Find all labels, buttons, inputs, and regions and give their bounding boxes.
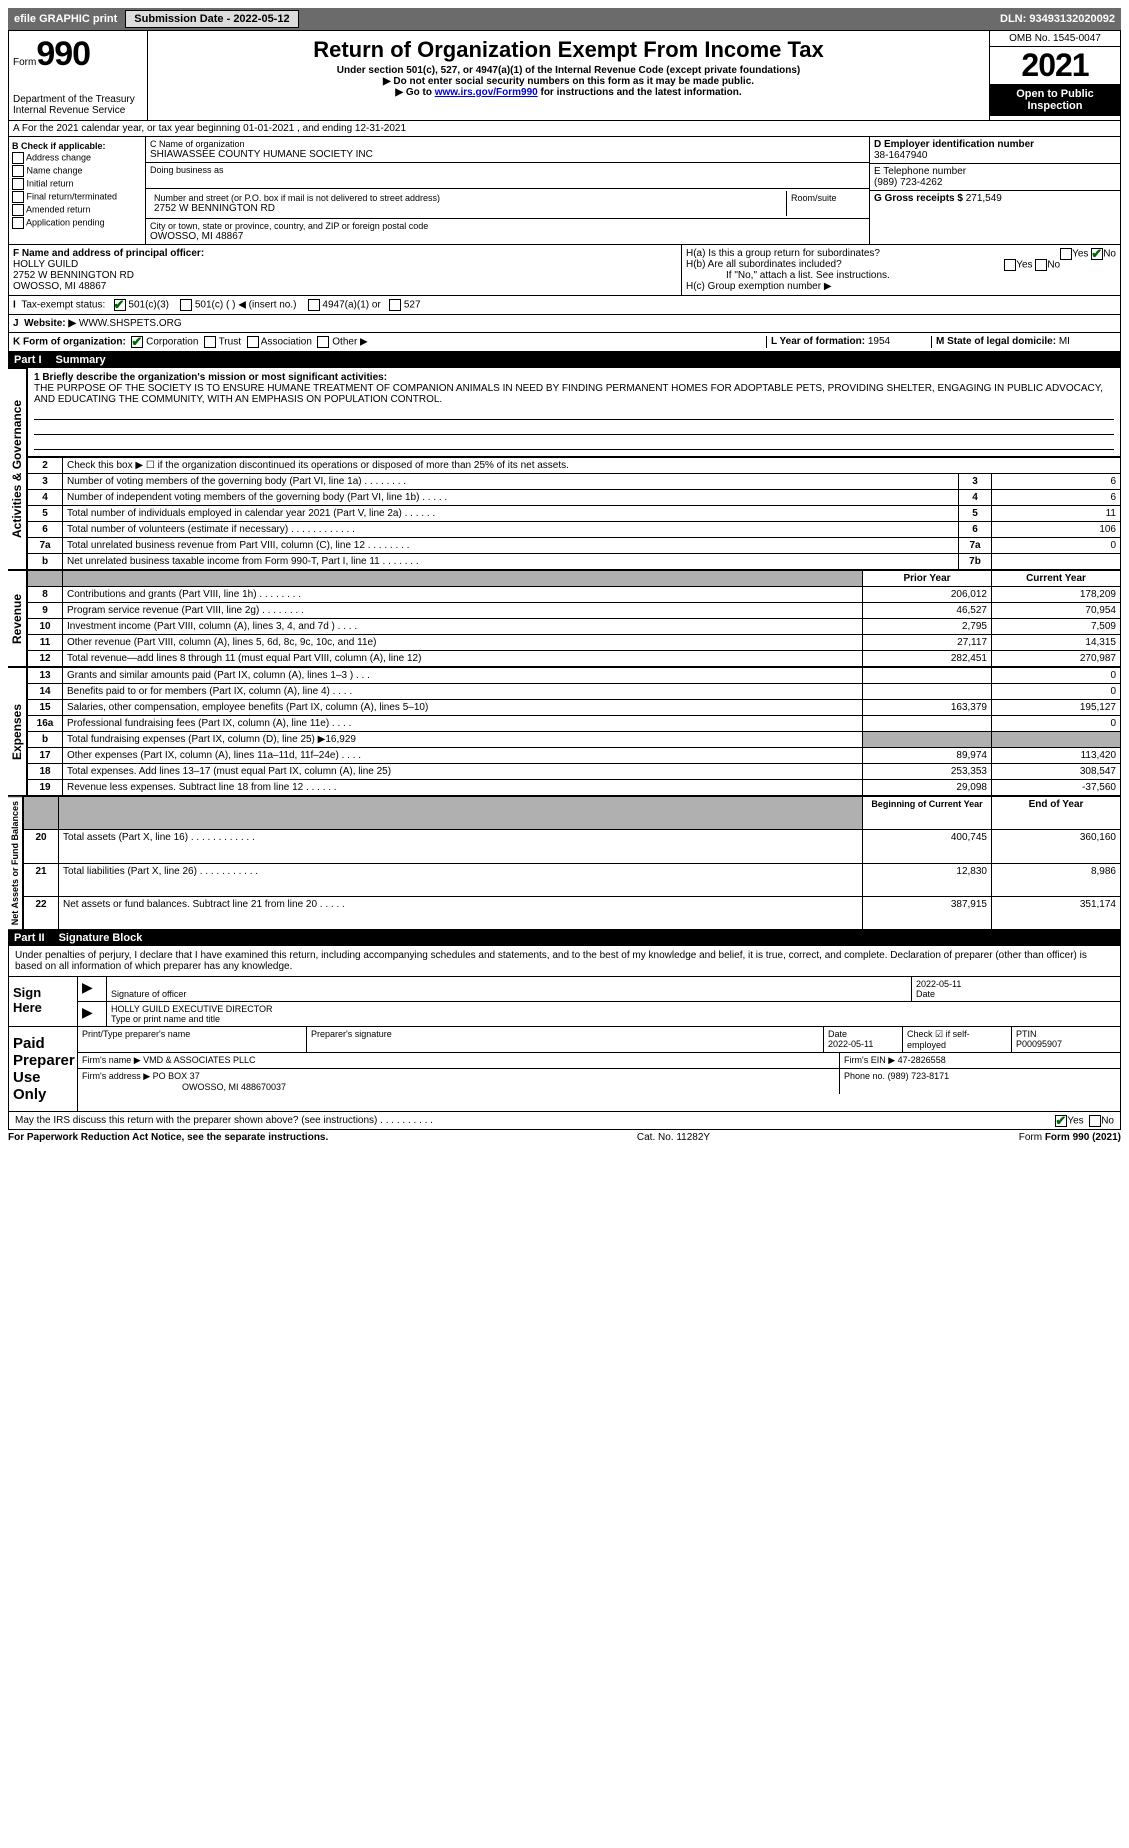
net-assets: Net Assets or Fund Balances Beginning of… (8, 796, 1121, 930)
line-j: J Website: ▶ WWW.SHSPETS.ORG (8, 315, 1121, 333)
form-header: Form990 Department of the Treasury Inter… (8, 30, 1121, 121)
discuss-line: May the IRS discuss this return with the… (9, 1111, 1120, 1129)
header-right: OMB No. 1545-0047 2021 Open to Public In… (989, 31, 1120, 120)
part1-header: Part ISummary (8, 352, 1121, 368)
row-a: A For the 2021 calendar year, or tax yea… (8, 121, 1121, 137)
expenses: Expenses 13Grants and similar amounts pa… (8, 667, 1121, 796)
revenue: Revenue Prior YearCurrent Year 8Contribu… (8, 570, 1121, 667)
efile-label: efile GRAPHIC print (10, 13, 121, 25)
dept: Department of the Treasury Internal Reve… (13, 94, 143, 116)
mission: 1 Briefly describe the organization's mi… (27, 368, 1121, 457)
form-id-box: Form990 Department of the Treasury Inter… (9, 31, 148, 120)
line-i: I Tax-exempt status: 501(c)(3) 501(c) ( … (8, 296, 1121, 315)
col-d: D Employer identification number38-16479… (869, 137, 1120, 244)
topbar: efile GRAPHIC print Submission Date - 20… (8, 8, 1121, 30)
col-b: B Check if applicable: Address change Na… (9, 137, 146, 244)
activities-governance: Activities & Governance 1 Briefly descri… (8, 368, 1121, 570)
phone: (989) 723-4262 (874, 177, 942, 188)
form-title: Return of Organization Exempt From Incom… (152, 37, 985, 63)
line-klm: K Form of organization: Corporation Trus… (8, 333, 1121, 352)
signature-block: Under penalties of perjury, I declare th… (8, 946, 1121, 1130)
col-h: H(a) Is this a group return for subordin… (682, 245, 1120, 295)
part2-header: Part IISignature Block (8, 930, 1121, 946)
org-name: SHIAWASSEE COUNTY HUMANE SOCIETY INC (150, 149, 373, 160)
section-fh: F Name and address of principal officer:… (8, 245, 1121, 296)
col-f: F Name and address of principal officer:… (9, 245, 682, 295)
submission-btn[interactable]: Submission Date - 2022-05-12 (125, 10, 298, 28)
dln: DLN: 93493132020092 (996, 13, 1119, 25)
irs-link[interactable]: www.irs.gov/Form990 (435, 87, 538, 98)
col-c: C Name of organizationSHIAWASSEE COUNTY … (146, 137, 869, 244)
footer: For Paperwork Reduction Act Notice, see … (8, 1130, 1121, 1145)
section-bcd: B Check if applicable: Address change Na… (8, 137, 1121, 245)
ein: 38-1647940 (874, 150, 927, 161)
header-center: Return of Organization Exempt From Incom… (148, 31, 989, 120)
